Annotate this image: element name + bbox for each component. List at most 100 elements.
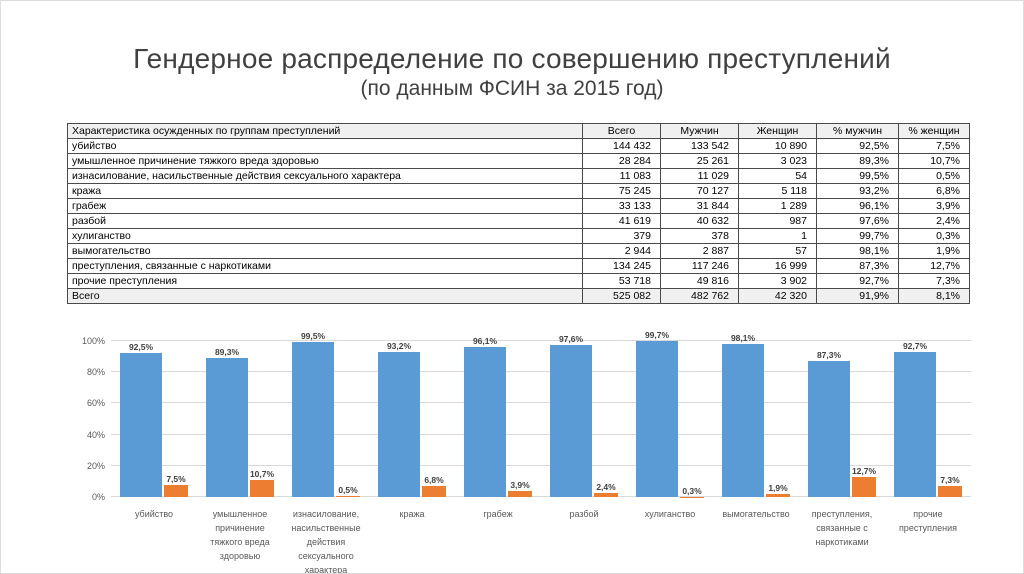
bar-value-label: 6,8% [424, 475, 444, 486]
crime-value-cell: 31 844 [660, 198, 739, 214]
crime-value-cell: 98,1% [816, 243, 899, 259]
crime-value-cell: 0,3% [898, 228, 970, 244]
slide-title: Гендерное распределение по совершению пр… [133, 43, 891, 74]
women-percent-bar [164, 485, 188, 497]
men-bar-slot: 89,3% [206, 341, 248, 497]
crime-value-cell: 525 082 [582, 288, 661, 304]
gridline [111, 433, 971, 435]
crime-value-cell: 2,4% [898, 213, 970, 229]
crime-value-cell: 91,9% [816, 288, 899, 304]
crime-value-cell: 482 762 [660, 288, 739, 304]
crime-value-cell: 75 245 [582, 183, 661, 199]
x-category-label: грабеж [483, 509, 513, 519]
x-category-label: вымогательство [722, 509, 790, 519]
crime-category-cell: преступления, связанные с наркотиками [67, 258, 583, 274]
crime-category-cell: хулиганство [67, 228, 583, 244]
women-percent-bar [422, 486, 446, 497]
women-percent-bar [250, 480, 274, 497]
bar-value-label: 87,3% [816, 349, 842, 360]
gender-bar-chart: 0% 20% 40% 60% 80% 100% 92,5% 7,5% 89,3% 10,7% 99… [67, 330, 976, 573]
men-percent-bar [464, 347, 506, 497]
crime-value-cell: 42 320 [738, 288, 817, 304]
men-percent-bar [636, 341, 678, 497]
y-tick-label: 100% [81, 336, 105, 346]
x-category-label: кража [399, 509, 425, 519]
x-axis-labels: убийство умышленное причинение тяжкого вр… [111, 507, 971, 573]
men-percent-bar [550, 344, 592, 497]
crime-value-cell: 379 [582, 228, 661, 244]
women-percent-bar [938, 485, 962, 497]
men-bar-slot: 99,7% [636, 330, 678, 497]
crime-value-cell: 3,9% [898, 198, 970, 214]
crime-value-cell: 89,3% [816, 153, 899, 169]
crime-value-cell: 8,1% [898, 288, 970, 304]
crime-value-cell: 1 [738, 228, 817, 244]
crime-value-cell: 99,7% [816, 228, 899, 244]
bar-value-label: 92,7% [902, 341, 928, 352]
women-percent-bar [336, 496, 360, 497]
crime-value-cell: 1,9% [898, 243, 970, 259]
y-tick-label: 0% [91, 492, 105, 502]
bar-value-label: 3,9% [510, 479, 530, 490]
bar-group: 89,3% 10,7% [197, 341, 283, 497]
crime-value-cell: 1 289 [738, 198, 817, 214]
women-percent-bar [852, 477, 876, 497]
men-bar-slot: 97,6% [550, 334, 592, 497]
bar-value-label: 7,3% [940, 474, 960, 485]
column-header: Мужчин [660, 123, 739, 139]
bar-group: 96,1% 3,9% [455, 336, 541, 497]
bar-value-label: 99,7% [644, 330, 670, 341]
crime-statistics-table: Характеристика осужденных по группам пре… [67, 123, 970, 304]
crime-value-cell: 99,5% [816, 168, 899, 184]
crime-value-cell: 49 816 [660, 273, 739, 289]
x-category-label: разбой [569, 509, 599, 519]
women-bar-slot: 2,4% [594, 341, 618, 497]
women-bar-slot: 1,9% [766, 341, 790, 497]
x-category-label: преступления, связанные с наркотиками [811, 509, 873, 547]
crime-category-cell: Всего [67, 288, 583, 304]
crime-value-cell: 6,8% [898, 183, 970, 199]
bar-value-label: 92,5% [128, 341, 154, 352]
women-percent-bar [594, 493, 618, 497]
crime-value-cell: 40 632 [660, 213, 739, 229]
men-percent-bar [292, 341, 334, 497]
crime-value-cell: 133 542 [660, 138, 739, 154]
crime-value-cell: 144 432 [582, 138, 661, 154]
crime-value-cell: 378 [660, 228, 739, 244]
men-bar-slot: 98,1% [722, 333, 764, 497]
y-tick-label: 60% [86, 398, 105, 409]
men-bar-slot: 92,5% [120, 341, 162, 497]
bar-value-label: 96,1% [472, 336, 498, 347]
crime-category-cell: кража [67, 183, 583, 199]
men-percent-bar [378, 351, 420, 497]
crime-value-cell: 117 246 [660, 258, 739, 274]
crime-category-cell: вымогательство [67, 243, 583, 259]
crime-value-cell: 5 118 [738, 183, 817, 199]
crime-value-cell: 7,3% [898, 273, 970, 289]
crime-value-cell: 54 [738, 168, 817, 184]
slide-subtitle: (по данным ФСИН за 2015 год) [360, 77, 664, 100]
bar-value-label: 98,1% [730, 332, 756, 343]
gridline [111, 496, 971, 497]
y-tick-label: 20% [86, 460, 105, 471]
crime-value-cell: 134 245 [582, 258, 661, 274]
men-percent-bar [120, 352, 162, 497]
gridline [111, 402, 971, 404]
women-bar-slot: 7,5% [164, 341, 188, 497]
men-percent-bar [808, 360, 850, 497]
women-bar-slot: 10,7% [250, 341, 274, 497]
crime-value-cell: 12,7% [898, 258, 970, 274]
crime-value-cell: 92,5% [816, 138, 899, 154]
x-category-label: умышленное причинение тяжкого вреда здор… [210, 509, 270, 561]
column-header: % мужчин [816, 123, 899, 139]
crime-category-cell: прочие преступления [67, 273, 583, 289]
x-category-label: прочие преступления [898, 509, 958, 533]
men-bar-slot: 87,3% [808, 341, 850, 497]
bar-group: 99,5% 0,5% [283, 331, 369, 497]
bar-group: 99,7% 0,3% [627, 330, 713, 497]
crime-value-cell: 93,2% [816, 183, 899, 199]
table-row: грабеж 33 133 31 844 1 289 96,1% 3,9% [67, 198, 970, 214]
women-bar-slot: 12,7% [852, 341, 876, 497]
bar-value-label: 89,3% [214, 346, 240, 357]
table-header-row: Характеристика осужденных по группам пре… [67, 123, 970, 139]
